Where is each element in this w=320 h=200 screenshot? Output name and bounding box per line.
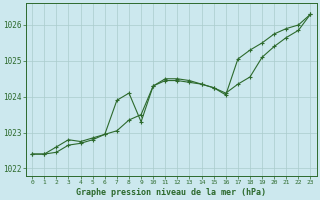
- X-axis label: Graphe pression niveau de la mer (hPa): Graphe pression niveau de la mer (hPa): [76, 188, 266, 197]
